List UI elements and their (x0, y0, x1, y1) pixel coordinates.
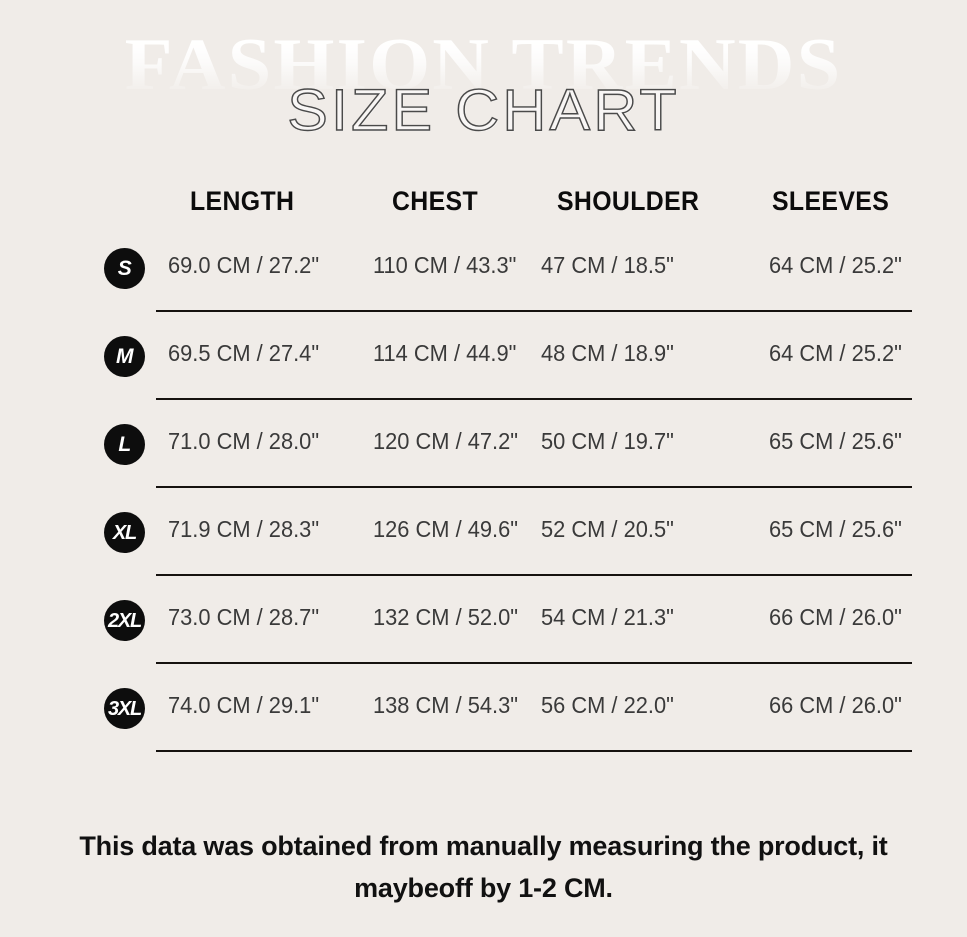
size-badge-m: M (104, 336, 145, 377)
size-badge-label: 3XL (107, 697, 142, 720)
cell-chest: 138 CM / 54.3" (373, 692, 519, 718)
cell-shoulder: 56 CM / 22.0" (541, 692, 674, 718)
table-row: S 69.0 CM / 27.2" 110 CM / 43.3" 47 CM /… (0, 248, 967, 336)
size-badge-l: L (104, 424, 145, 465)
cell-length: 69.5 CM / 27.4" (168, 340, 320, 366)
cell-chest: 126 CM / 49.6" (373, 516, 519, 542)
brand-title: FASHION TRENDS (0, 28, 967, 102)
cell-chest: 120 CM / 47.2" (373, 428, 519, 454)
page-title: SIZE CHART (287, 78, 680, 143)
table-row: XL 71.9 CM / 28.3" 126 CM / 49.6" 52 CM … (0, 512, 967, 600)
size-badge-s: S (104, 248, 145, 289)
column-header-chest: CHEST (392, 186, 479, 216)
cell-sleeves: 65 CM / 25.6" (769, 428, 902, 454)
disclaimer-line-2: maybeoff by 1-2 CM. (354, 872, 613, 903)
column-header-shoulder: SHOULDER (557, 186, 700, 216)
cell-sleeves: 65 CM / 25.6" (769, 516, 902, 542)
row-divider (156, 574, 912, 576)
cell-chest: 132 CM / 52.0" (373, 604, 519, 630)
table-row: M 69.5 CM / 27.4" 114 CM / 44.9" 48 CM /… (0, 336, 967, 424)
cell-length: 74.0 CM / 29.1" (168, 692, 320, 718)
cell-sleeves: 64 CM / 25.2" (769, 340, 902, 366)
column-header-length: LENGTH (190, 186, 295, 216)
cell-shoulder: 54 CM / 21.3" (541, 604, 674, 630)
cell-sleeves: 66 CM / 26.0" (769, 604, 902, 630)
disclaimer-line-1: This data was obtained from manually mea… (79, 831, 888, 861)
cell-sleeves: 66 CM / 26.0" (769, 692, 902, 718)
row-divider (156, 662, 912, 664)
size-badge-label: L (118, 433, 131, 456)
title-block: FASHION TRENDS SIZE CHART (0, 0, 967, 175)
row-divider (156, 398, 912, 400)
table-row: L 71.0 CM / 28.0" 120 CM / 47.2" 50 CM /… (0, 424, 967, 512)
row-divider (156, 486, 912, 488)
size-badge-label: M (116, 345, 134, 368)
cell-shoulder: 52 CM / 20.5" (541, 516, 674, 542)
column-header-sleeves: SLEEVES (772, 186, 890, 216)
size-badge-label: S (117, 257, 132, 280)
size-badge-3xl: 3XL (104, 688, 145, 729)
size-badge-label: 2XL (107, 609, 142, 632)
cell-length: 71.0 CM / 28.0" (168, 428, 320, 454)
row-divider (156, 310, 912, 312)
table-row: 3XL 74.0 CM / 29.1" 138 CM / 54.3" 56 CM… (0, 688, 967, 776)
table-header-row: LENGTH CHEST SHOULDER SLEEVES (0, 186, 967, 248)
cell-shoulder: 50 CM / 19.7" (541, 428, 674, 454)
size-table: LENGTH CHEST SHOULDER SLEEVES S 69.0 CM … (0, 186, 967, 776)
disclaimer-note: This data was obtained from manually mea… (0, 826, 967, 910)
cell-chest: 110 CM / 43.3" (373, 252, 517, 278)
cell-shoulder: 47 CM / 18.5" (541, 252, 674, 278)
cell-length: 69.0 CM / 27.2" (168, 252, 320, 278)
cell-chest: 114 CM / 44.9" (373, 340, 517, 366)
cell-sleeves: 64 CM / 25.2" (769, 252, 902, 278)
size-badge-xl: XL (104, 512, 145, 553)
table-row: 2XL 73.0 CM / 28.7" 132 CM / 52.0" 54 CM… (0, 600, 967, 688)
table-bottom-divider (156, 750, 912, 752)
table-body: S 69.0 CM / 27.2" 110 CM / 43.3" 47 CM /… (0, 248, 967, 776)
size-badge-label: XL (112, 521, 137, 544)
cell-length: 73.0 CM / 28.7" (168, 604, 320, 630)
size-badge-2xl: 2XL (104, 600, 145, 641)
cell-shoulder: 48 CM / 18.9" (541, 340, 674, 366)
cell-length: 71.9 CM / 28.3" (168, 516, 320, 542)
